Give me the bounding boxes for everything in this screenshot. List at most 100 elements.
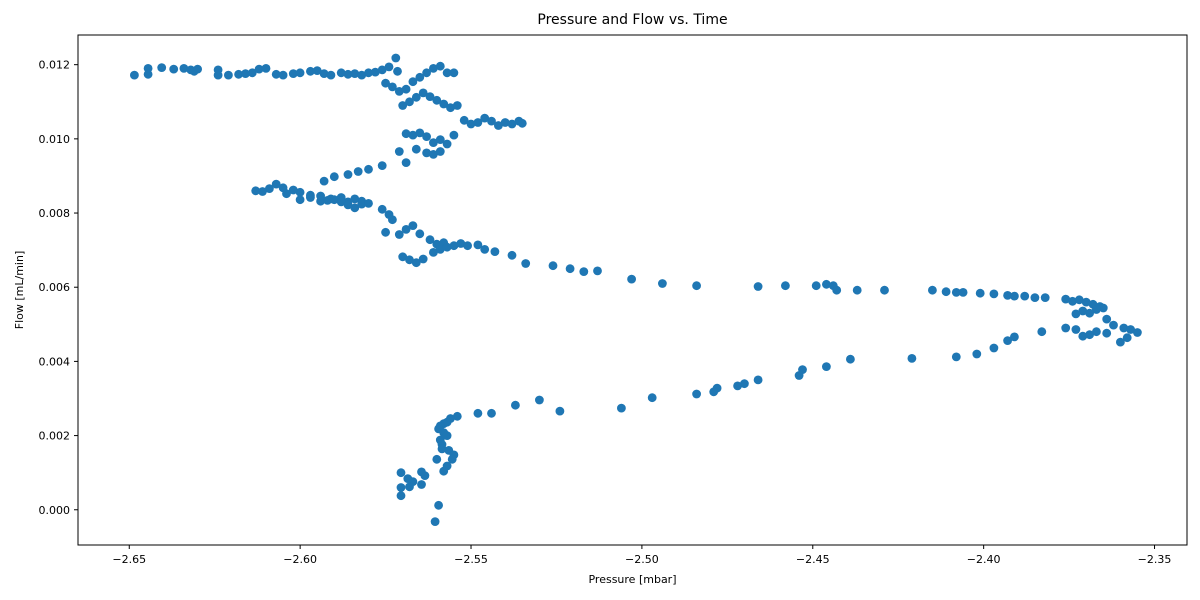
y-tick-label: 0.000 xyxy=(39,504,71,517)
data-point xyxy=(1020,291,1030,301)
data-point xyxy=(480,245,490,254)
data-point xyxy=(565,264,575,274)
data-point xyxy=(1098,303,1108,313)
data-point xyxy=(832,285,842,295)
data-point xyxy=(1078,306,1088,316)
data-point xyxy=(435,245,445,254)
data-point xyxy=(480,113,490,123)
x-axis: −2.65 −2.60 −2.55 −2.50 −2.45 −2.40 −2.35 xyxy=(112,545,1171,566)
y-axis: 0.000 0.002 0.004 0.006 0.008 0.010 0.012 xyxy=(39,59,78,517)
data-point xyxy=(398,101,408,110)
data-point xyxy=(447,454,457,464)
data-point xyxy=(425,235,435,245)
data-point xyxy=(401,84,411,94)
data-point xyxy=(692,281,701,291)
data-point xyxy=(295,195,305,205)
data-point xyxy=(247,68,257,78)
data-point xyxy=(357,70,367,80)
x-tick-label: −2.65 xyxy=(112,553,146,566)
data-point xyxy=(439,99,449,109)
data-point xyxy=(511,400,520,410)
data-point xyxy=(439,466,449,476)
data-point xyxy=(494,121,503,130)
data-point xyxy=(1122,333,1132,343)
data-point xyxy=(442,68,452,78)
data-point xyxy=(452,101,462,110)
data-point xyxy=(692,389,701,399)
data-point xyxy=(647,393,657,403)
data-point xyxy=(435,435,445,445)
data-point xyxy=(1071,309,1081,319)
data-point xyxy=(417,467,426,477)
data-point xyxy=(487,116,496,126)
data-point xyxy=(401,129,411,139)
data-point xyxy=(507,250,517,260)
data-point xyxy=(336,197,346,207)
data-point xyxy=(393,66,402,76)
data-point xyxy=(193,64,203,74)
data-point xyxy=(411,92,421,102)
data-point xyxy=(1081,297,1091,307)
data-point xyxy=(989,343,999,353)
data-point xyxy=(278,183,288,193)
data-point xyxy=(251,186,261,196)
data-point xyxy=(254,64,264,74)
data-point xyxy=(1061,294,1071,304)
y-tick-label: 0.002 xyxy=(39,430,71,443)
data-points xyxy=(130,53,1142,526)
data-point xyxy=(364,199,373,208)
data-point xyxy=(452,411,462,421)
data-point xyxy=(343,170,353,179)
data-point xyxy=(1133,328,1142,337)
data-point xyxy=(384,62,394,72)
data-point xyxy=(442,242,452,252)
data-point xyxy=(1074,295,1084,305)
data-point xyxy=(411,258,421,268)
data-point xyxy=(422,132,431,142)
data-point xyxy=(401,158,411,168)
x-tick-label: −2.45 xyxy=(796,553,830,566)
data-point xyxy=(449,68,459,78)
data-point xyxy=(326,70,336,80)
plot-area-frame xyxy=(77,34,1188,546)
data-point xyxy=(405,482,414,492)
data-point xyxy=(394,147,404,156)
data-point xyxy=(430,517,440,526)
data-point xyxy=(350,203,360,213)
y-tick-label: 0.006 xyxy=(39,281,71,294)
data-point xyxy=(880,285,889,295)
data-point xyxy=(941,287,951,297)
x-tick-label: −2.50 xyxy=(625,553,659,566)
y-tick-label: 0.004 xyxy=(39,355,71,368)
data-point xyxy=(336,68,346,78)
data-point xyxy=(435,61,445,71)
data-point xyxy=(1116,337,1125,347)
data-point xyxy=(417,480,426,489)
data-point xyxy=(418,88,428,98)
data-point xyxy=(411,144,421,154)
data-point xyxy=(975,288,985,298)
data-point xyxy=(353,167,363,176)
data-point xyxy=(846,354,855,364)
data-point xyxy=(295,68,305,78)
data-point xyxy=(415,72,425,82)
data-point xyxy=(753,375,763,385)
data-point xyxy=(432,454,442,464)
data-point xyxy=(271,179,281,189)
data-point xyxy=(593,266,602,276)
data-point xyxy=(1010,291,1019,301)
data-point xyxy=(224,70,233,80)
data-point xyxy=(449,241,459,251)
data-point xyxy=(449,130,459,140)
x-tick-label: −2.35 xyxy=(1138,553,1172,566)
data-point xyxy=(473,408,483,418)
data-point xyxy=(733,381,742,391)
data-point xyxy=(1040,293,1050,302)
data-point xyxy=(1102,328,1112,338)
data-point xyxy=(459,115,469,125)
data-point xyxy=(456,239,466,248)
data-point xyxy=(811,281,821,291)
data-point xyxy=(394,87,404,96)
data-point xyxy=(490,247,500,256)
